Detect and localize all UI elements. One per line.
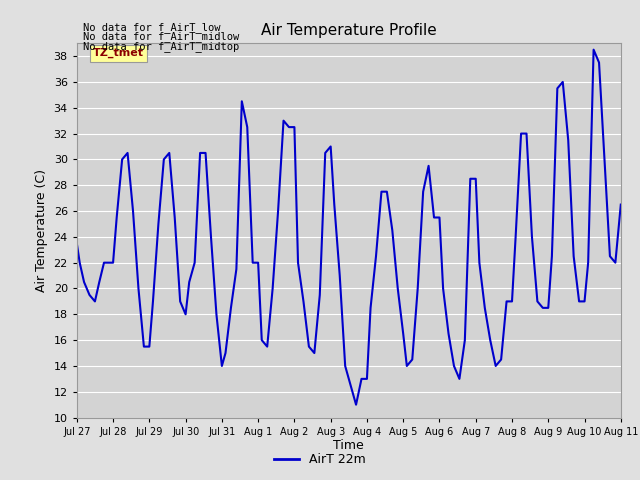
Text: No data for f_AirT_low: No data for f_AirT_low xyxy=(83,22,221,33)
Text: No data for f_AirT_midlow: No data for f_AirT_midlow xyxy=(83,31,239,42)
Title: Air Temperature Profile: Air Temperature Profile xyxy=(261,23,436,38)
Text: No data for f_AirT_midtop: No data for f_AirT_midtop xyxy=(83,41,239,52)
Y-axis label: Air Temperature (C): Air Temperature (C) xyxy=(35,169,48,292)
X-axis label: Time: Time xyxy=(333,439,364,453)
Legend: AirT 22m: AirT 22m xyxy=(269,448,371,471)
Text: TZ_tmet: TZ_tmet xyxy=(93,48,144,59)
